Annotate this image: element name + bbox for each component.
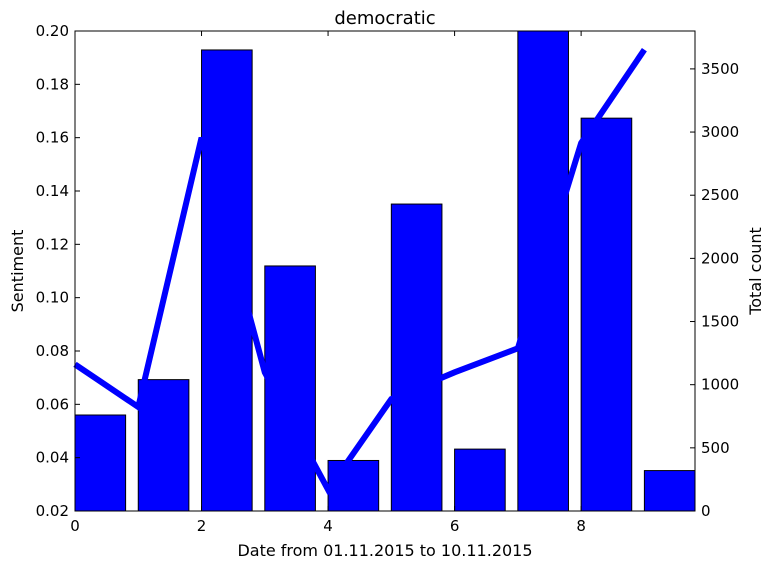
y-right-tick-label: 1500	[701, 313, 739, 331]
y-left-tick-label: 0.18	[36, 75, 69, 93]
count-bar	[454, 448, 506, 512]
y-left-axis-label: Sentiment	[8, 230, 27, 313]
y-left-tick-label: 0.14	[36, 182, 69, 200]
x-axis-label: Date from 01.11.2015 to 10.11.2015	[237, 541, 532, 560]
count-bar	[137, 379, 190, 512]
y-right-axis-label: Total count	[746, 227, 765, 316]
y-right-tick-label: 1000	[701, 376, 739, 394]
x-tick-label: 8	[576, 517, 586, 535]
y-left-tick-label: 0.20	[36, 22, 69, 40]
y-left-tick-label: 0.04	[36, 449, 69, 467]
count-bar	[201, 49, 253, 512]
y-left-tick-label: 0.08	[36, 342, 69, 360]
count-bar	[74, 414, 127, 512]
y-right-tick-label: 0	[701, 502, 711, 520]
y-left-tick-label: 0.10	[36, 289, 69, 307]
x-tick-label: 4	[323, 517, 333, 535]
chart-title: democratic	[334, 8, 435, 29]
y-right-tick-label: 2000	[701, 249, 739, 267]
y-right-tick-label: 3500	[701, 60, 739, 78]
y-right-tick-label: 3000	[701, 123, 739, 141]
y-left-tick-label: 0.16	[36, 129, 69, 147]
y-right-tick-label: 2500	[701, 186, 739, 204]
line-layer	[73, 47, 647, 496]
plot-frame	[74, 30, 696, 512]
count-bar	[390, 203, 443, 512]
count-bar	[517, 30, 569, 512]
y-left-tick-label: 0.06	[36, 395, 69, 413]
ticks-layer: 0 2 4 6 8 0.02 0.04 0.06 0.08 0.10 0.12 0.14 0.16 0.1…	[36, 22, 740, 535]
count-bar	[327, 459, 380, 512]
x-tick-label: 2	[197, 517, 207, 535]
x-tick-label: 6	[450, 517, 460, 535]
count-bar	[580, 117, 633, 512]
y-left-tick-label: 0.12	[36, 235, 69, 253]
x-tick-label: 0	[70, 517, 80, 535]
count-bar	[643, 470, 696, 512]
y-right-tick-label: 500	[701, 439, 730, 457]
sentiment-line	[73, 47, 647, 496]
y-left-tick-label: 0.02	[36, 502, 69, 520]
